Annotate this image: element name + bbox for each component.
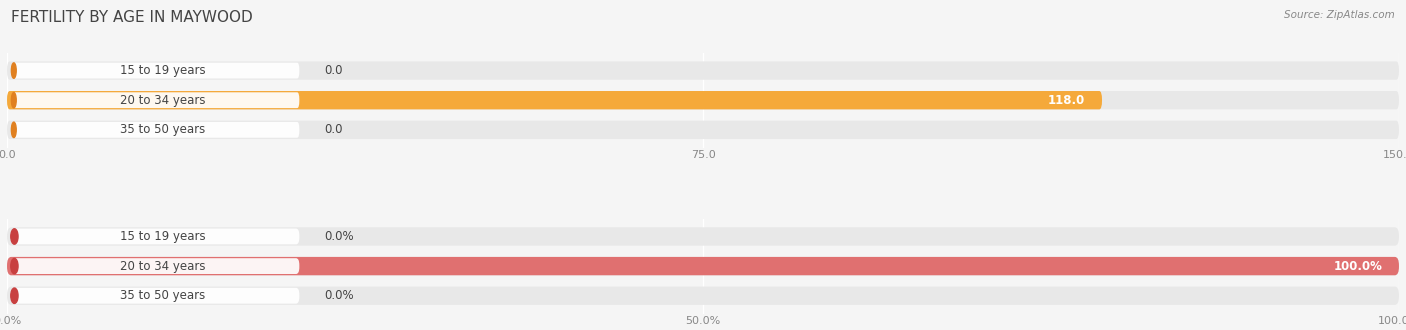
FancyBboxPatch shape [13, 288, 299, 304]
FancyBboxPatch shape [7, 286, 1399, 305]
Circle shape [11, 288, 18, 304]
FancyBboxPatch shape [7, 227, 1399, 246]
FancyBboxPatch shape [13, 258, 299, 274]
Text: 15 to 19 years: 15 to 19 years [120, 64, 205, 77]
FancyBboxPatch shape [13, 122, 299, 138]
Circle shape [11, 229, 18, 244]
Text: 118.0: 118.0 [1047, 94, 1085, 107]
Circle shape [11, 258, 18, 274]
Text: 20 to 34 years: 20 to 34 years [120, 260, 205, 273]
Text: 0.0%: 0.0% [325, 230, 354, 243]
Text: 0.0: 0.0 [325, 64, 343, 77]
FancyBboxPatch shape [13, 63, 299, 79]
Text: FERTILITY BY AGE IN MAYWOOD: FERTILITY BY AGE IN MAYWOOD [11, 10, 253, 25]
Circle shape [11, 92, 17, 108]
FancyBboxPatch shape [7, 61, 1399, 80]
Text: 35 to 50 years: 35 to 50 years [121, 123, 205, 136]
FancyBboxPatch shape [7, 91, 1399, 109]
Text: Source: ZipAtlas.com: Source: ZipAtlas.com [1284, 10, 1395, 20]
Text: 0.0%: 0.0% [325, 289, 354, 302]
Text: 100.0%: 100.0% [1333, 260, 1382, 273]
Text: 20 to 34 years: 20 to 34 years [120, 94, 205, 107]
Circle shape [11, 63, 17, 78]
Text: 35 to 50 years: 35 to 50 years [121, 289, 205, 302]
FancyBboxPatch shape [7, 121, 1399, 139]
Circle shape [11, 122, 17, 138]
FancyBboxPatch shape [7, 257, 1399, 275]
FancyBboxPatch shape [7, 91, 1102, 109]
Text: 15 to 19 years: 15 to 19 years [120, 230, 205, 243]
FancyBboxPatch shape [13, 92, 299, 108]
Text: 0.0: 0.0 [325, 123, 343, 136]
FancyBboxPatch shape [7, 257, 1399, 275]
FancyBboxPatch shape [13, 229, 299, 245]
